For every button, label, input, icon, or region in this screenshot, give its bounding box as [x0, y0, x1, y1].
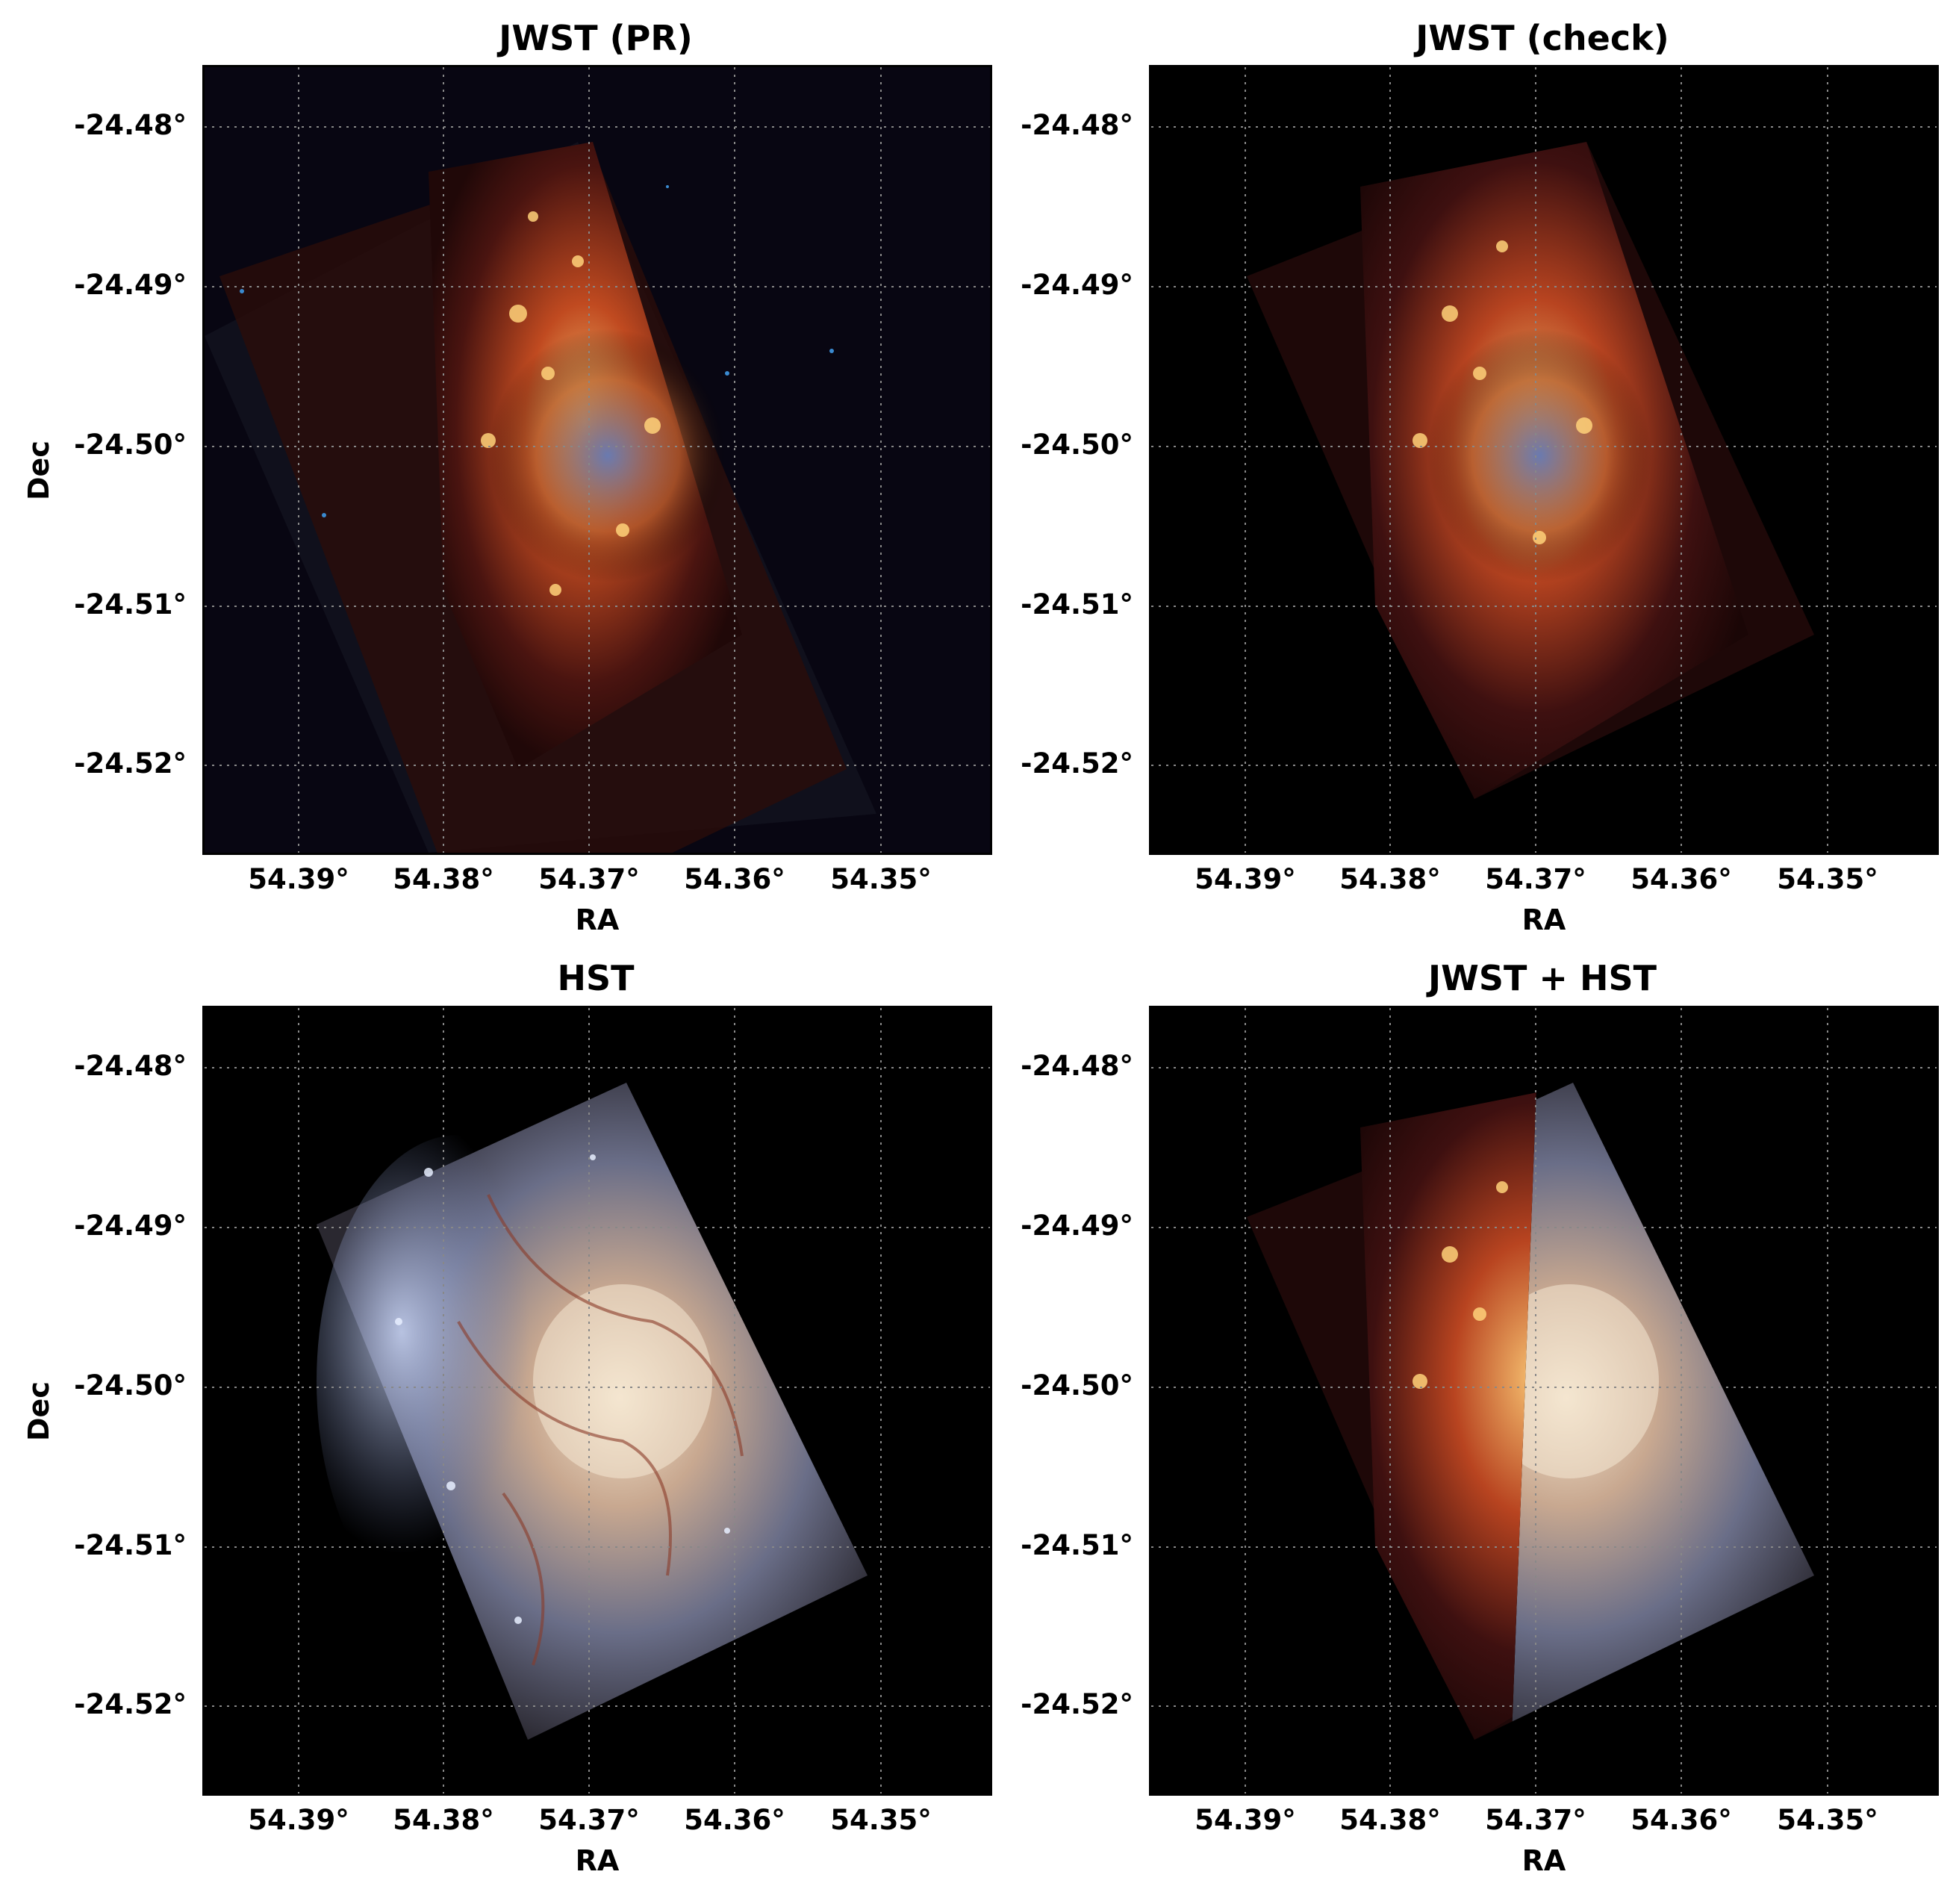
y-tick-label: -24.48° — [74, 109, 187, 141]
x-tick-label: 54.35° — [1777, 863, 1878, 895]
x-tick-label: 54.38° — [1339, 1804, 1441, 1836]
jwst-hst-image — [1151, 1008, 1937, 1793]
x-tick-label: 54.36° — [684, 1804, 785, 1836]
x-tick-label: 54.39° — [248, 1804, 349, 1836]
x-tick-label: 54.37° — [538, 1804, 640, 1836]
y-tick-label: -24.50° — [74, 429, 187, 461]
y-tick-label: -24.49° — [1021, 269, 1133, 301]
y-tick-label: -24.48° — [1021, 1050, 1133, 1082]
x-tick-label: 54.39° — [1195, 1804, 1296, 1836]
y-tick-label: -24.49° — [74, 1210, 187, 1242]
x-tick-label: 54.35° — [830, 863, 932, 895]
panel-title-jwst-hst: JWST + HST — [1428, 958, 1657, 998]
image-axes-jwst-check — [1149, 65, 1939, 855]
x-axis-label: RA — [575, 903, 620, 936]
panel-title-hst: HST — [557, 958, 635, 998]
panel-title-jwst-pr: JWST (PR) — [499, 18, 693, 58]
y-tick-label: -24.50° — [74, 1369, 187, 1401]
y-tick-label: -24.50° — [1021, 1369, 1133, 1401]
x-tick-label: 54.38° — [393, 1804, 494, 1836]
jwst-check-image — [1151, 67, 1937, 853]
jwst-pr-image — [205, 67, 990, 853]
image-axes-jwst-pr — [202, 65, 992, 855]
x-tick-label: 54.37° — [1485, 1804, 1586, 1836]
y-axis-label: Dec — [22, 1381, 55, 1441]
y-tick-label: -24.50° — [1021, 429, 1133, 461]
x-tick-label: 54.36° — [1630, 1804, 1732, 1836]
y-tick-label: -24.52° — [74, 747, 187, 780]
panel-title-jwst-check: JWST (check) — [1415, 18, 1669, 58]
y-tick-label: -24.51° — [1021, 1529, 1133, 1561]
x-tick-label: 54.36° — [684, 863, 785, 895]
y-tick-label: -24.52° — [1021, 747, 1133, 780]
y-tick-label: -24.52° — [74, 1688, 187, 1720]
y-tick-label: -24.49° — [1021, 1210, 1133, 1242]
x-tick-label: 54.37° — [538, 863, 640, 895]
image-axes-hst — [202, 1006, 992, 1796]
y-tick-label: -24.51° — [1021, 588, 1133, 620]
x-tick-label: 54.36° — [1630, 863, 1732, 895]
x-axis-label: RA — [575, 1844, 620, 1877]
x-axis-label: RA — [1521, 903, 1566, 936]
y-tick-label: -24.51° — [74, 1529, 187, 1561]
x-tick-label: 54.35° — [830, 1804, 932, 1836]
x-tick-label: 54.38° — [1339, 863, 1441, 895]
hst-image — [205, 1008, 990, 1793]
y-tick-label: -24.51° — [74, 588, 187, 620]
y-axis-label: Dec — [22, 441, 55, 500]
x-axis-label: RA — [1521, 1844, 1566, 1877]
x-tick-label: 54.39° — [248, 863, 349, 895]
y-tick-label: -24.48° — [74, 1050, 187, 1082]
x-tick-label: 54.38° — [393, 863, 494, 895]
y-tick-label: -24.48° — [1021, 109, 1133, 141]
y-tick-label: -24.49° — [74, 269, 187, 301]
x-tick-label: 54.37° — [1485, 863, 1586, 895]
x-tick-label: 54.39° — [1195, 863, 1296, 895]
y-tick-label: -24.52° — [1021, 1688, 1133, 1720]
x-tick-label: 54.35° — [1777, 1804, 1878, 1836]
image-axes-jwst-hst — [1149, 1006, 1939, 1796]
